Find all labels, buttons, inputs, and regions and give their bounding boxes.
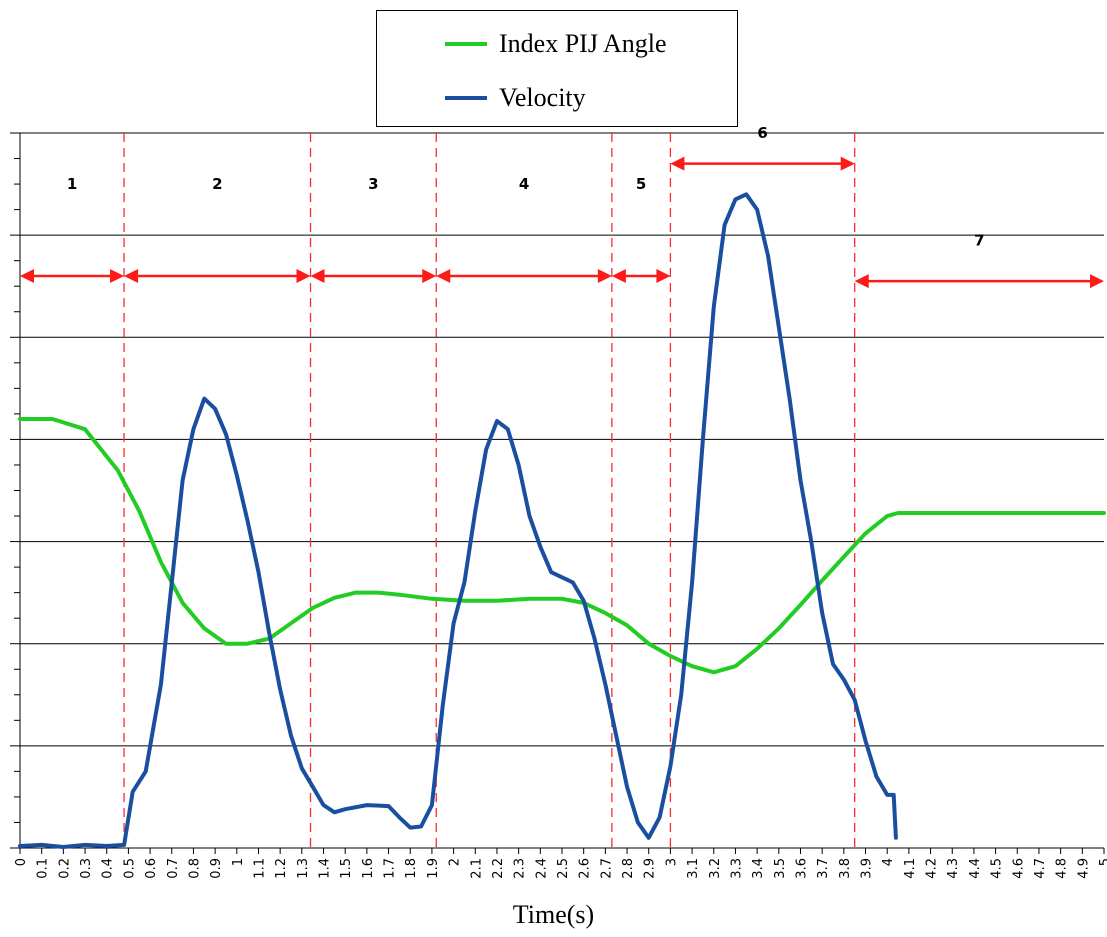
- x-tick-label: 3.4: [751, 858, 766, 879]
- x-tick-label: 3: [664, 858, 679, 866]
- axes: [10, 132, 1105, 854]
- phase-label-5: 5: [636, 175, 646, 193]
- x-tick-label: 4: [881, 858, 896, 866]
- phase-arrowhead-left-5: [611, 269, 626, 283]
- x-tick-label: 2.7: [599, 858, 614, 879]
- phase-label-1: 1: [67, 175, 77, 193]
- x-tick-label: 5: [1098, 858, 1107, 866]
- x-tick-label: 1: [231, 858, 246, 866]
- x-tick-labels: 0 0.1 0.2 0.3 0.4 0.5 0.6 0.7 0.8 0.9 1 1.1 1.2 1.3 1.…: [14, 858, 1107, 879]
- phase-label-4: 4: [519, 175, 529, 193]
- phase-arrowhead-left-3: [310, 269, 325, 283]
- x-tick-label: 3.5: [773, 858, 788, 879]
- x-tick-label: 4.7: [1033, 858, 1048, 879]
- x-tick-label: 0.3: [79, 858, 94, 879]
- x-tick-label: 3.6: [794, 858, 809, 879]
- x-tick-label: 1.6: [361, 858, 376, 879]
- x-tick-label: 4.2: [925, 858, 940, 879]
- phase-arrowhead-right-2: [296, 269, 311, 283]
- x-tick-label: 0: [14, 858, 29, 866]
- x-tick-label: 0.2: [57, 858, 72, 879]
- x-tick-label: 0.4: [101, 858, 116, 879]
- phase-label-7: 7: [974, 231, 984, 249]
- x-tick-label: 2.6: [578, 858, 593, 879]
- x-axis-title: Time(s): [512, 900, 595, 929]
- x-tick-label: 2.8: [621, 858, 636, 879]
- phase-label-2: 2: [212, 175, 222, 193]
- x-tick-label: 2.2: [491, 858, 506, 879]
- phase-arrowhead-right-1: [110, 269, 125, 283]
- x-tick-label: 2.9: [643, 858, 658, 879]
- x-tick-label: 0.9: [209, 858, 224, 879]
- x-tick-label: 4.9: [1076, 858, 1091, 879]
- data-series: [18, 192, 1106, 849]
- phase-label-6: 6: [757, 124, 767, 142]
- x-tick-label: 0.8: [187, 858, 202, 879]
- phase-arrowhead-right-7: [1090, 274, 1104, 289]
- phase-arrowhead-left-6: [670, 156, 685, 171]
- x-tick-label: 2.1: [469, 858, 484, 879]
- legend-label-velocity: Velocity: [499, 83, 586, 112]
- phase-arrowhead-right-4: [597, 269, 612, 283]
- x-tick-label: 3.2: [708, 858, 723, 879]
- legend: Index PIJ Angle Velocity: [376, 10, 738, 127]
- x-tick-label: 3.3: [729, 858, 744, 879]
- x-tick-label: 0.7: [166, 858, 181, 879]
- x-tick-label: 2.4: [534, 858, 549, 879]
- x-tick-label: 0.1: [36, 858, 51, 879]
- phase-arrowhead-left-2: [124, 269, 139, 283]
- x-tick-label: 1.7: [383, 858, 398, 879]
- x-tick-label: 4.6: [1011, 858, 1026, 879]
- x-tick-label: 1.5: [339, 858, 354, 879]
- x-tick-label: 3.1: [686, 858, 701, 879]
- x-tick-label: 3.8: [838, 858, 853, 879]
- legend-item-velocity: Velocity: [445, 83, 586, 113]
- phase-annotations: 1 2 3 4 5 6 7: [20, 124, 1104, 289]
- x-tick-label: 1.8: [404, 858, 419, 879]
- legend-swatch-angle: [445, 42, 487, 46]
- x-tick-label: 4.4: [968, 858, 983, 879]
- x-tick-label: 1.1: [252, 858, 267, 879]
- gridlines: [20, 132, 1104, 849]
- phase-label-3: 3: [368, 175, 378, 193]
- x-tick-label: 2: [448, 858, 463, 866]
- legend-label-angle: Index PIJ Angle: [499, 29, 667, 58]
- phase-arrowhead-left-4: [436, 269, 451, 283]
- legend-item-angle: Index PIJ Angle: [445, 29, 667, 59]
- x-tick-label: 3.7: [816, 858, 831, 879]
- x-tick-label: 4.1: [903, 858, 918, 879]
- x-tick-label: 2.3: [513, 858, 528, 879]
- x-tick-label: 2.5: [556, 858, 571, 879]
- x-tick-label: 3.9: [860, 858, 875, 879]
- x-tick-label: 0.6: [144, 858, 159, 879]
- phase-arrowhead-right-6: [840, 156, 855, 171]
- phase-boundaries: [123, 133, 856, 848]
- x-tick-label: 1.4: [318, 858, 333, 879]
- x-tick-label: 4.5: [990, 858, 1005, 879]
- legend-swatch-velocity: [445, 96, 487, 100]
- phase-arrowhead-left-7: [854, 274, 869, 289]
- series-line-velocity: [18, 192, 898, 849]
- x-tick-label: 4.8: [1055, 858, 1070, 879]
- x-tick-label: 1.2: [274, 858, 289, 879]
- x-tick-label: 1.9: [426, 858, 441, 879]
- x-tick-label: 0.5: [122, 858, 137, 879]
- x-tick-label: 1.3: [296, 858, 311, 879]
- phase-arrowhead-right-5: [656, 269, 671, 283]
- x-tick-label: 4.3: [946, 858, 961, 879]
- series-line-angle: [18, 417, 1106, 675]
- phase-arrowhead-right-3: [422, 269, 437, 283]
- phase-arrowhead-left-1: [20, 269, 34, 283]
